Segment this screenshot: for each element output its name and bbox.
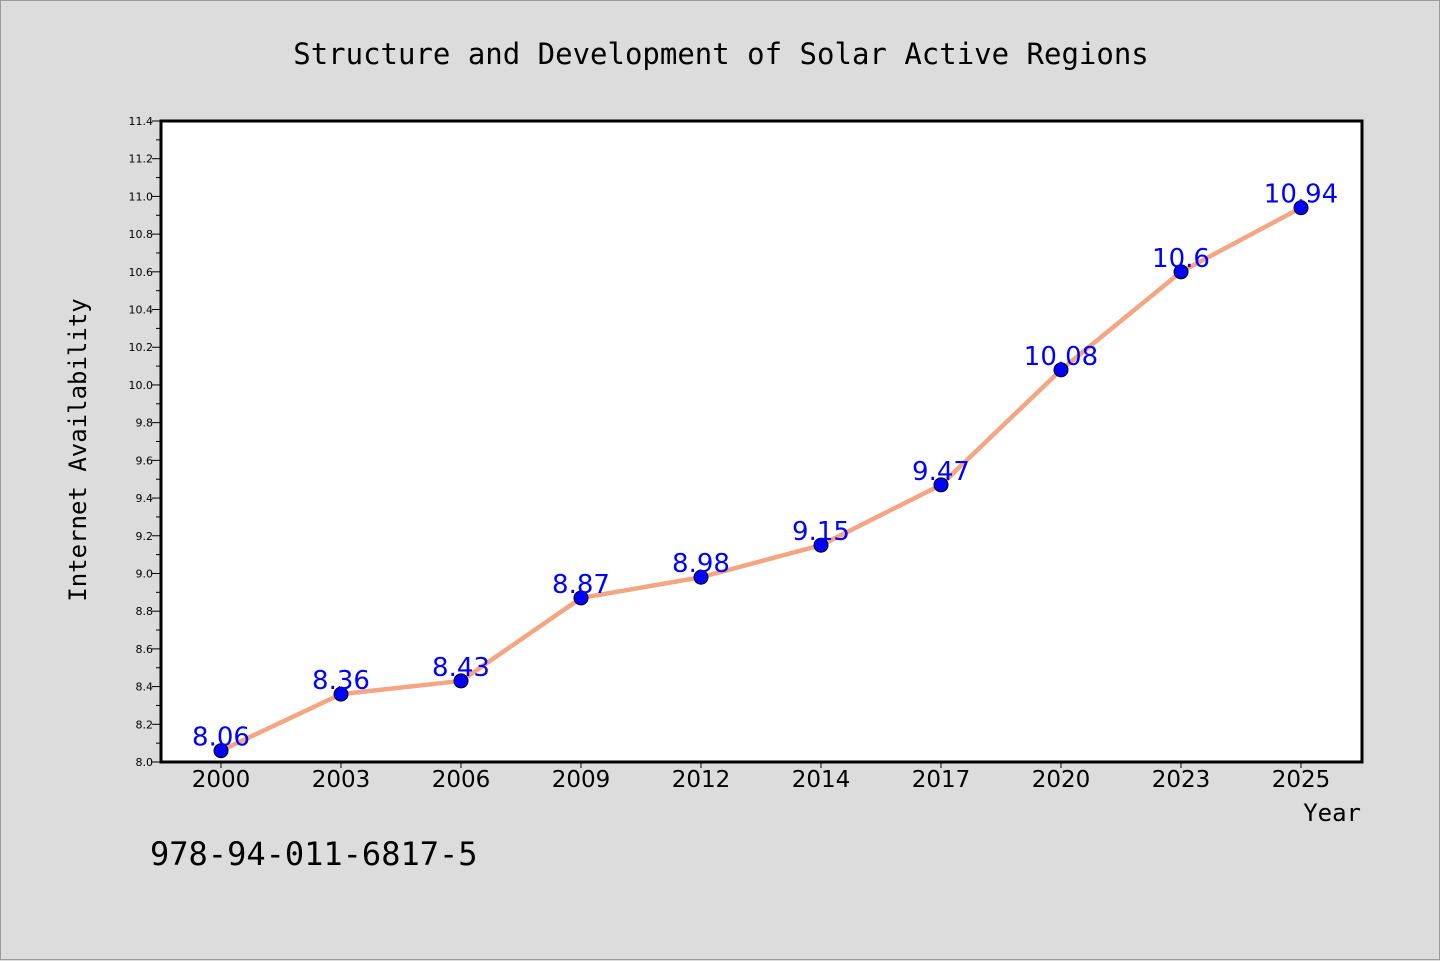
y-tick-label: 11.2 (129, 153, 154, 166)
x-tick-label: 2003 (312, 767, 371, 793)
x-tick-label: 2020 (1032, 767, 1091, 793)
series-markers (213, 200, 1309, 759)
x-tick-label: 2017 (912, 767, 971, 793)
data-point (1053, 362, 1069, 378)
y-tick-label: 10.4 (129, 304, 154, 317)
data-point (693, 569, 709, 585)
data-labels: 8.06 8.36 8.43 8.87 8.98 9.15 9.47 10.08 10.6 10.… (192, 180, 1338, 753)
x-tick-label: 2009 (552, 767, 611, 793)
data-label: 8.06 (192, 723, 250, 753)
data-point (573, 590, 589, 606)
x-tick-label: 2023 (1152, 767, 1211, 793)
y-tick-label: 8.4 (136, 681, 154, 694)
series-line (218, 205, 1304, 753)
data-label: 10.94 (1264, 180, 1338, 210)
y-tick-label: 10.0 (129, 379, 154, 392)
data-point (333, 686, 349, 702)
x-tick-label: 2014 (792, 767, 851, 793)
data-point (1173, 264, 1189, 280)
y-tick-label: 9.8 (136, 417, 154, 430)
x-tick-label: 2025 (1272, 767, 1331, 793)
y-tick-label: 9.6 (136, 454, 154, 467)
x-axis: 2000 2003 2006 2009 2012 2014 2017 2020 2023 2025 (192, 762, 1331, 793)
data-label: 8.98 (672, 549, 730, 579)
y-tick-label: 9.4 (136, 492, 154, 505)
x-tick-label: 2012 (672, 767, 731, 793)
y-axis: 8.0 8.2 8.4 8.6 8.8 9.0 9.2 9.4 9.6 9.8 10.0 10.2 10… (129, 115, 161, 769)
isbn-annotation: 978-94-011-6817-5 (150, 835, 478, 873)
data-label: 8.43 (432, 653, 490, 683)
data-label: 10.08 (1024, 342, 1098, 372)
y-tick-label: 10.6 (129, 266, 154, 279)
data-point (453, 673, 469, 689)
y-tick-label: 11.0 (129, 190, 154, 203)
data-label: 8.36 (312, 666, 370, 696)
data-label: 8.87 (552, 570, 610, 600)
data-point (213, 743, 229, 759)
plot-area (159, 119, 1364, 764)
y-tick-label: 9.0 (136, 567, 154, 580)
y-tick-label: 8.6 (136, 643, 154, 656)
y-tick-label: 8.0 (136, 756, 154, 769)
data-label: 9.47 (912, 457, 970, 487)
chart-title: Structure and Development of Solar Activ… (293, 37, 1149, 71)
data-point (933, 477, 949, 493)
data-label: 10.6 (1152, 244, 1210, 274)
y-tick-label: 8.2 (136, 718, 154, 731)
y-tick-label: 10.8 (129, 228, 154, 241)
y-tick-label: 10.2 (129, 341, 154, 354)
x-tick-label: 2000 (192, 767, 251, 793)
y-tick-label: 9.2 (136, 530, 154, 543)
y-axis-label: Internet Availability (64, 298, 92, 601)
data-point (813, 537, 829, 553)
data-point (1293, 200, 1309, 216)
y-tick-label: 11.4 (129, 115, 154, 128)
y-tick-label: 8.8 (136, 605, 154, 618)
x-axis-label: Year (1303, 799, 1361, 827)
x-tick-label: 2006 (432, 767, 491, 793)
data-label: 9.15 (792, 517, 850, 547)
